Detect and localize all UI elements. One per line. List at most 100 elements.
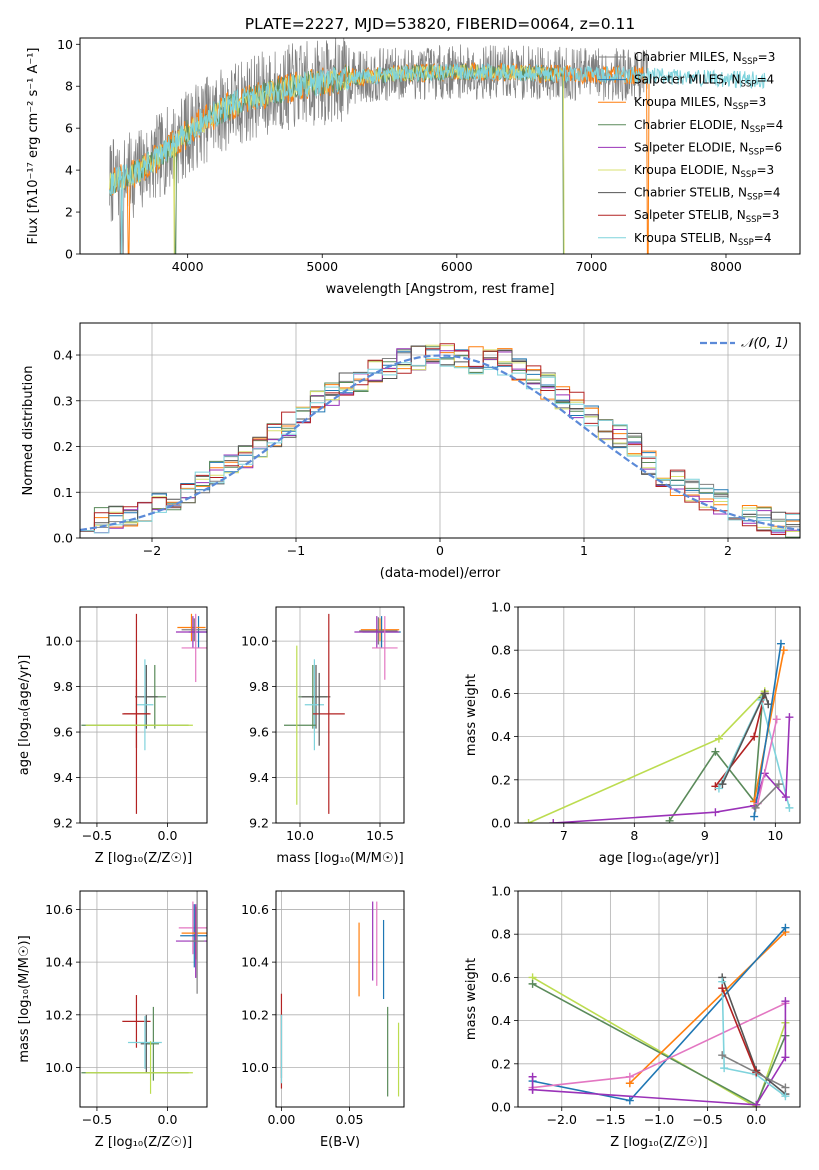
- weight-marker: [774, 780, 783, 789]
- data-point-errorbar: [301, 664, 331, 729]
- y-tick-label: 4: [65, 163, 73, 178]
- weight-marker: [625, 1096, 634, 1105]
- legend-entry: Salpeter ELODIE, NSSP=6: [634, 140, 782, 157]
- x-tick-label: −0.5: [82, 828, 112, 843]
- weight-marker: [781, 997, 790, 1006]
- x-axis-label: (data-model)/error: [380, 566, 501, 581]
- weight-marker: [779, 646, 788, 655]
- y-axis-label: age [log₁₀(age/yr)]: [17, 655, 32, 776]
- panel-age_vs_mass: 10.0 10.5 9.2 9.4 9.6 9.8 10.0 mass [log₁₀(M/M☉…: [241, 606, 405, 866]
- weight-marker: [711, 808, 720, 817]
- weight-marker: [781, 1053, 790, 1062]
- x-axis-label: E(B-V): [320, 1135, 360, 1150]
- y-axis-label: Flux [fλ10⁻¹⁷ erg cm⁻² s⁻¹ A⁻¹]: [26, 48, 41, 245]
- y-tick-label: 9.4: [249, 770, 269, 785]
- y-tick-label: 0.0: [491, 816, 511, 831]
- weight-marker: [718, 780, 727, 789]
- y-tick-label: 10.0: [241, 634, 269, 649]
- weight-series-salpeter_miles: [753, 643, 782, 817]
- x-tick-label: 0.00: [268, 1112, 296, 1127]
- y-tick-label: 0.2: [491, 772, 511, 787]
- weight-series-chabrier_miles: [721, 1054, 786, 1089]
- axes-frame: [275, 606, 405, 824]
- x-tick-label: −0.5: [692, 1112, 722, 1127]
- x-axis-label: Z [log₁₀(Z/Z☉)]: [95, 851, 192, 866]
- x-tick-label: 2: [724, 543, 732, 558]
- legend-entry: Salpeter STELIB, NSSP=3: [634, 208, 779, 225]
- axes-frame: [517, 606, 801, 824]
- weight-marker: [718, 984, 727, 993]
- y-tick-label: 0.4: [491, 729, 511, 744]
- data-point-errorbar: [178, 901, 207, 955]
- x-tick-label: −2.0: [547, 1112, 577, 1127]
- x-tick-label: 0.0: [746, 1112, 766, 1127]
- x-axis-label: Z [log₁₀(Z/Z☉)]: [610, 1135, 707, 1150]
- weight-marker: [750, 732, 759, 741]
- y-tick-label: 10.2: [241, 1007, 269, 1022]
- weight-marker: [524, 819, 533, 823]
- weight-marker: [549, 819, 558, 823]
- panel-age_vs_Z: −0.5 0.0 9.2 9.4 9.6 9.8 10.0 Z [log₁₀(Z/Z☉)] ag…: [17, 606, 208, 866]
- x-tick-label: −1: [287, 543, 305, 558]
- x-axis-label: mass [log₁₀(M/M☉)]: [276, 851, 403, 866]
- weight-marker: [781, 1092, 790, 1101]
- histogram-salpeter_stelib: [80, 343, 800, 535]
- y-tick-label: 10.6: [45, 902, 73, 917]
- weight-series-salpeter_stelib: [721, 987, 757, 1073]
- data-point-errorbar: [127, 1016, 162, 1069]
- weight-marker: [665, 816, 674, 823]
- weight-marker: [781, 793, 790, 802]
- plot-area: [524, 639, 794, 823]
- plot-area: [81, 613, 207, 814]
- axes-frame: [79, 890, 208, 1108]
- legend-entry: Chabrier STELIB, NSSP=4: [634, 186, 781, 203]
- y-tick-label: 9.8: [249, 679, 269, 694]
- y-tick-label: 0.2: [53, 439, 73, 454]
- data-point-errorbar: [354, 616, 400, 648]
- weight-marker: [718, 1051, 727, 1060]
- weight-marker: [714, 784, 723, 793]
- data-point-errorbar: [177, 613, 206, 642]
- x-tick-label: −1.5: [595, 1112, 625, 1127]
- y-tick-label: 10.0: [45, 634, 73, 649]
- y-tick-label: 0.8: [491, 643, 511, 658]
- y-axis-label: Normed distribution: [21, 366, 36, 496]
- legend-entry: Kroupa MILES, NSSP=3: [634, 95, 766, 112]
- weight-marker: [711, 747, 720, 756]
- y-tick-label: 0: [65, 247, 73, 262]
- panel-residuals: −2 −1 0 1 2 0.0 0.1 0.2 0.3 0.4 (data-model)/error…: [21, 322, 801, 581]
- legend-entry: Kroupa STELIB, NSSP=4: [634, 231, 772, 248]
- y-tick-label: 9.8: [53, 679, 73, 694]
- x-tick-label: 10: [767, 828, 783, 843]
- y-tick-label: 9.4: [53, 770, 73, 785]
- weight-marker: [528, 1085, 537, 1094]
- data-point-errorbar: [312, 613, 345, 814]
- y-tick-label: 8: [65, 79, 73, 94]
- weight-series-chabrier_miles: [755, 783, 780, 809]
- panel-spectrum: 4000 5000 6000 7000 8000 0 2 4 6 8 10 wavelength [A…: [26, 37, 801, 297]
- x-tick-label: 5000: [306, 259, 338, 274]
- y-tick-label: 10.4: [241, 955, 269, 970]
- y-tick-label: 9.6: [53, 725, 73, 740]
- y-tick-label: 0.6: [491, 686, 511, 701]
- panel-weight_vs_age: 7 8 9 10 0.0 0.2 0.4 0.6 0.8 1.0 age [log₁₀(age/yr…: [464, 600, 801, 866]
- x-tick-label: 10.0: [286, 828, 314, 843]
- normal-curve: [80, 354, 800, 532]
- weight-marker: [750, 812, 759, 821]
- x-tick-label: −2: [143, 543, 161, 558]
- data-point-errorbar: [359, 617, 398, 645]
- weight-series-salpeter_elodie: [553, 717, 791, 823]
- x-tick-label: 9: [701, 828, 709, 843]
- panel-mass_vs_Z: −0.5 0.0 10.0 10.2 10.4 10.6 Z [log₁₀(Z/Z☉)] ma…: [17, 890, 208, 1150]
- data-point-errorbar: [136, 659, 154, 751]
- weight-series-kroupa_stelib: [721, 981, 786, 1097]
- x-tick-label: 8: [630, 828, 638, 843]
- y-tick-label: 9.6: [249, 725, 269, 740]
- y-tick-label: 0.2: [491, 1056, 511, 1071]
- plot-area: [80, 343, 800, 538]
- y-tick-label: 10.6: [241, 902, 269, 917]
- x-tick-label: −0.5: [82, 1112, 112, 1127]
- y-tick-label: 10.2: [45, 1007, 73, 1022]
- weight-marker: [785, 713, 794, 722]
- y-tick-label: 1.0: [491, 600, 511, 615]
